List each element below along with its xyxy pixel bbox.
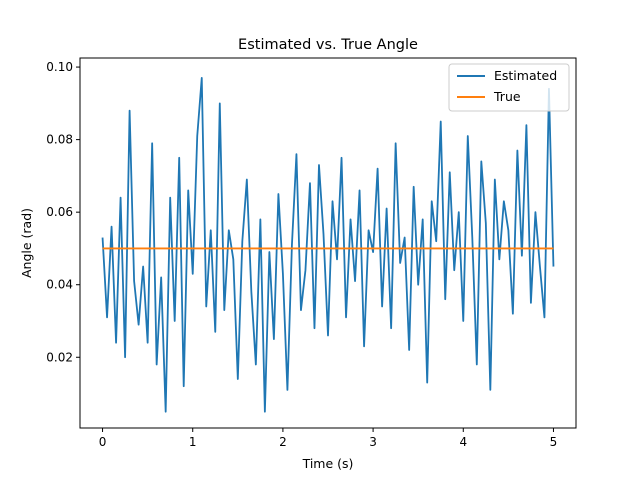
x-tick-label: 5 <box>550 435 558 449</box>
y-tick-label: 0.08 <box>46 133 73 147</box>
y-tick-label: 0.02 <box>46 350 73 364</box>
y-tick-label: 0.10 <box>46 60 73 74</box>
x-axis-label: Time (s) <box>302 456 354 471</box>
x-tick-label: 2 <box>279 435 287 449</box>
axes-frame <box>79 57 577 429</box>
x-tick-label: 3 <box>369 435 377 449</box>
legend-true-label: True <box>493 89 521 104</box>
series-line-estimated <box>101 77 555 413</box>
y-axis-label: Angle (rad) <box>19 208 34 278</box>
y-tick-label: 0.06 <box>46 205 73 219</box>
x-tick-label: 1 <box>189 435 197 449</box>
y-axis-ticks: 0.02 0.04 0.06 0.08 0.10 <box>46 60 80 364</box>
plot-area <box>101 77 555 413</box>
y-tick-label: 0.04 <box>46 278 73 292</box>
x-tick-label: 4 <box>459 435 467 449</box>
chart-title: Estimated vs. True Angle <box>238 37 418 53</box>
x-axis-ticks: 0 1 2 3 4 5 <box>99 428 558 449</box>
legend-estimated-label: Estimated <box>494 68 557 83</box>
x-tick-label: 0 <box>99 435 107 449</box>
legend: Estimated True <box>448 63 570 112</box>
